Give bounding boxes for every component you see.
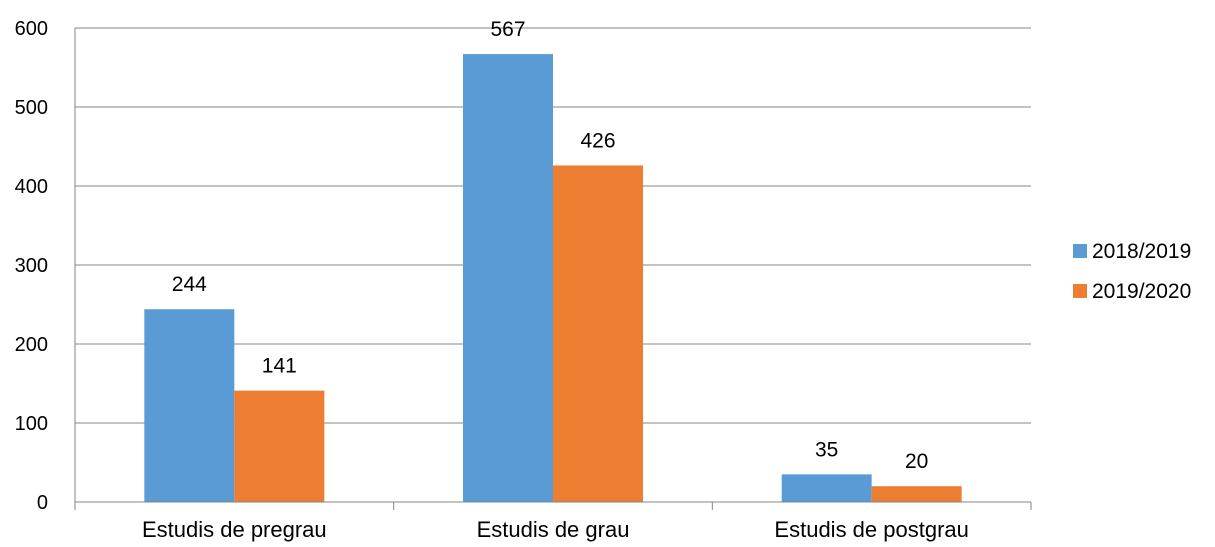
x-axis: Estudis de pregrau Estudis de grau Estudis… — [74, 501, 1032, 542]
legend: 2018/2019 2019/2020 — [1073, 240, 1191, 303]
x-tick-label: Estudis de grau — [477, 517, 630, 542]
y-tick-label: 300 — [15, 255, 48, 277]
x-tick-label: Estudis de postgrau — [774, 517, 968, 542]
data-label: 244 — [172, 273, 207, 296]
bar — [234, 390, 325, 502]
data-label: 426 — [580, 129, 615, 152]
y-axis: 0 100 200 300 400 500 600 — [15, 18, 76, 514]
legend-label: 2018/2019 — [1092, 240, 1191, 263]
legend-label: 2019/2020 — [1092, 280, 1191, 303]
x-tick-label: Estudis de pregrau — [142, 517, 327, 542]
y-tick-label: 400 — [15, 176, 48, 198]
data-label: 567 — [490, 18, 525, 41]
data-label: 20 — [905, 450, 928, 473]
data-label: 35 — [815, 438, 838, 461]
data-label: 141 — [262, 355, 297, 378]
y-tick-label: 100 — [15, 413, 48, 435]
y-tick-label: 500 — [15, 97, 48, 119]
bar — [463, 54, 553, 502]
bar — [144, 309, 235, 502]
bar — [871, 486, 962, 502]
y-tick-label: 200 — [15, 334, 48, 356]
y-tick-label: 600 — [15, 18, 48, 40]
legend-swatch — [1073, 244, 1087, 258]
legend-swatch — [1073, 284, 1087, 298]
bars — [144, 54, 962, 502]
y-tick-label: 0 — [37, 492, 48, 514]
bar — [781, 474, 872, 502]
bar — [553, 165, 643, 502]
data-labels: 244 141 567 426 35 20 — [172, 18, 929, 473]
